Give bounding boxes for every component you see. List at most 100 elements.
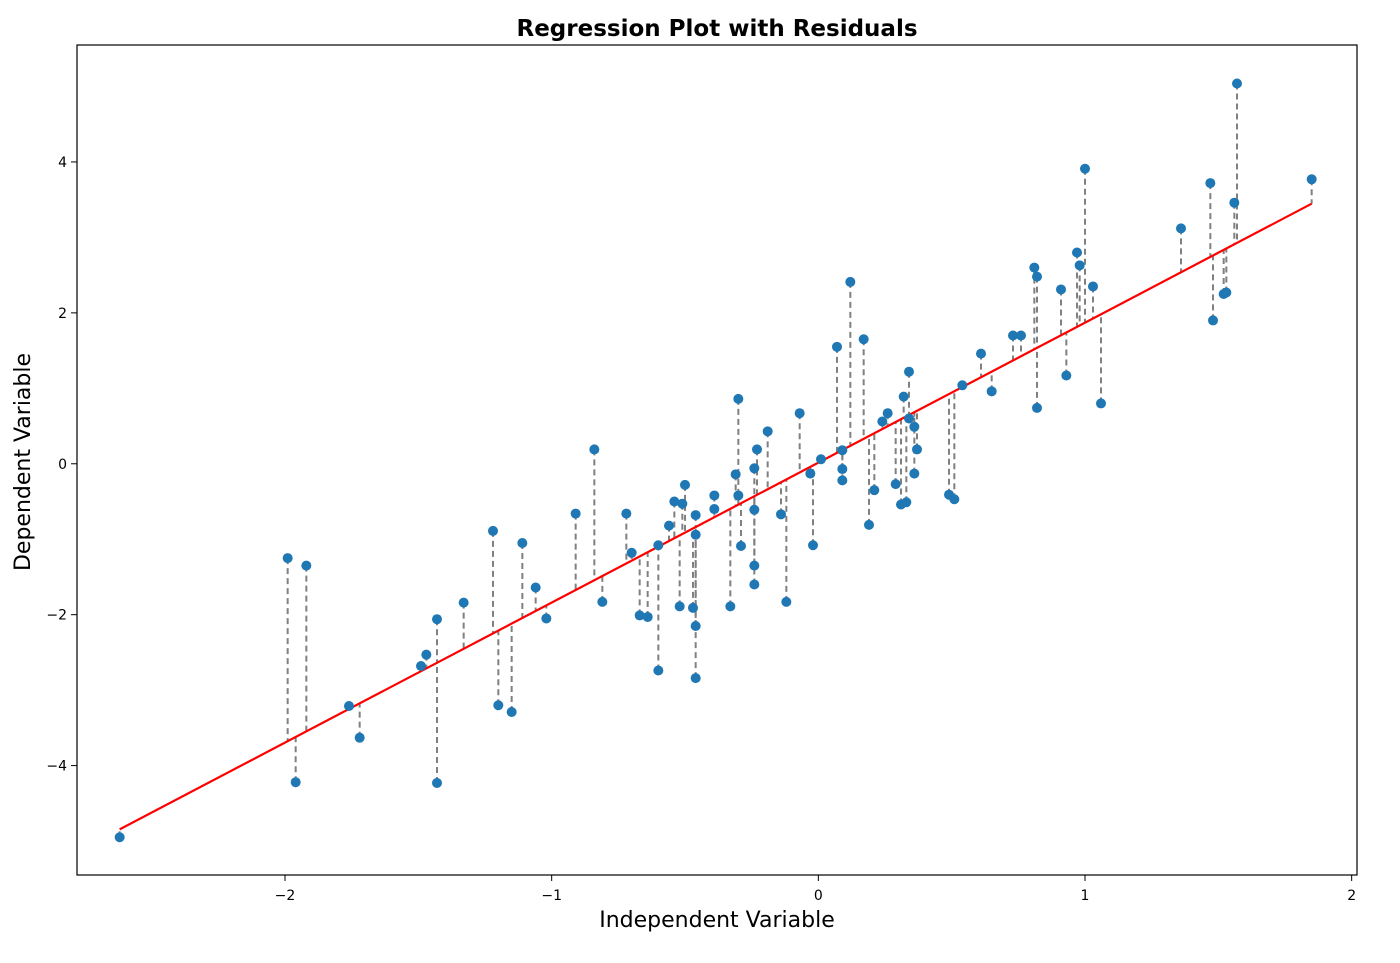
data-point [1029,262,1040,273]
y-tick-label: 4 [58,155,67,171]
data-point [290,777,301,788]
y-tick-label: −4 [46,759,67,775]
x-axis-label: Independent Variable [599,908,835,933]
data-point [904,366,914,377]
x-axis-ticks: −2 −1 0 1 2 [275,875,1356,904]
data-point [725,601,736,612]
data-point [690,673,701,684]
data-point [1088,281,1098,292]
data-point [530,582,541,593]
data-point [904,413,914,424]
data-point [976,348,986,359]
data-point [749,560,760,571]
data-point [808,540,818,551]
data-point [805,468,816,479]
data-point [762,426,773,437]
data-point [570,508,581,519]
data-point [749,463,760,474]
data-point [621,508,632,519]
y-tick-label: 0 [58,457,67,473]
data-point [1056,284,1066,295]
data-point [909,468,920,479]
data-point [690,621,701,631]
regression-line [119,202,1313,831]
y-tick-label: 2 [58,306,67,322]
data-point [1080,163,1090,174]
data-point [416,660,426,671]
x-tick-label: −2 [275,888,296,904]
data-point [1072,247,1082,258]
data-point [730,469,741,480]
data-point [1008,330,1018,341]
data-point [1208,315,1218,326]
data-point [837,445,848,456]
y-axis-ticks: −4 −2 0 2 4 [46,155,77,775]
data-point [816,454,826,465]
data-point [282,553,293,564]
data-point [690,510,701,521]
data-point [912,444,922,455]
data-point [882,408,893,419]
data-point [493,700,504,711]
data-point [1032,271,1042,282]
data-point [1096,398,1106,409]
data-point [458,597,469,608]
regression-line-group [119,202,1313,831]
data-point [858,334,869,345]
data-point [432,614,442,625]
data-point [1221,287,1232,298]
data-point [506,707,517,718]
y-axis-label: Dependent Variable [11,353,36,571]
data-point [674,601,685,612]
data-point [1306,174,1317,185]
data-point [344,700,354,711]
data-point [864,519,874,530]
data-point [781,596,792,607]
data-point [898,391,909,402]
data-point [517,538,528,548]
data-point [634,610,645,621]
plot-frame [76,44,1358,876]
data-point [794,408,805,419]
data-points [114,78,1317,843]
data-point [680,479,690,490]
data-point [1032,402,1042,413]
data-point [589,444,600,455]
data-point [1205,178,1216,189]
x-tick-label: −1 [541,888,562,904]
data-point [653,665,664,676]
data-point [869,485,880,496]
data-point [877,416,888,427]
data-point [664,520,674,531]
data-point [421,649,432,660]
data-point [642,611,653,622]
data-point [1176,223,1186,234]
data-point [949,494,960,505]
data-point [736,541,746,552]
data-point [114,832,125,843]
data-point [709,490,720,501]
data-point [488,525,498,536]
data-point [626,547,637,558]
data-point [688,602,698,613]
data-point [837,475,848,486]
data-point [909,421,920,432]
x-tick-label: 2 [1347,888,1356,904]
data-point [845,276,856,287]
data-point [752,444,762,455]
data-point [1016,330,1026,341]
data-point [986,386,997,397]
data-point [776,509,786,520]
data-point [1229,197,1240,208]
data-point [832,341,842,352]
x-tick-label: 1 [1081,888,1090,904]
x-tick-label: 0 [814,888,823,904]
chart-title: Regression Plot with Residuals [516,16,917,42]
data-point [837,464,848,475]
data-point [432,777,442,788]
data-point [733,490,744,501]
data-point [901,497,912,508]
data-point [597,596,608,607]
data-point [669,496,680,507]
